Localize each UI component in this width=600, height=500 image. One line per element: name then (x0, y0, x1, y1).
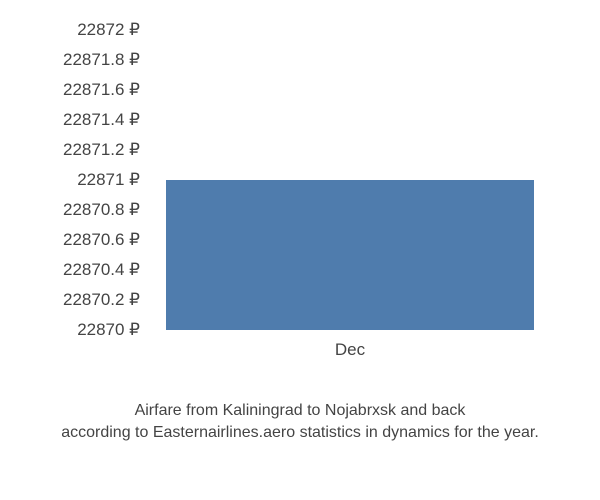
y-tick-label: 22871.2 ₽ (20, 140, 140, 160)
y-tick-label: 22870.8 ₽ (20, 200, 140, 220)
caption-line-2: according to Easternairlines.aero statis… (61, 424, 539, 441)
y-tick-label: 22870.2 ₽ (20, 290, 140, 310)
y-axis: 22872 ₽22871.8 ₽22871.6 ₽22871.4 ₽22871.… (20, 30, 140, 330)
chart-container: 22872 ₽22871.8 ₽22871.6 ₽22871.4 ₽22871.… (20, 30, 580, 370)
y-tick-label: 22872 ₽ (20, 20, 140, 40)
y-tick-label: 22871.8 ₽ (20, 50, 140, 70)
x-axis-label: Dec (150, 340, 550, 360)
bar (166, 180, 534, 330)
plot-area (150, 30, 550, 330)
chart-caption: Airfare from Kaliningrad to Nojabrxsk an… (0, 400, 600, 445)
caption-line-1: Airfare from Kaliningrad to Nojabrxsk an… (135, 402, 466, 419)
y-tick-label: 22870.4 ₽ (20, 260, 140, 280)
y-tick-label: 22871.6 ₽ (20, 80, 140, 100)
y-tick-label: 22871.4 ₽ (20, 110, 140, 130)
y-tick-label: 22871 ₽ (20, 170, 140, 190)
y-tick-label: 22870 ₽ (20, 320, 140, 340)
y-tick-label: 22870.6 ₽ (20, 230, 140, 250)
